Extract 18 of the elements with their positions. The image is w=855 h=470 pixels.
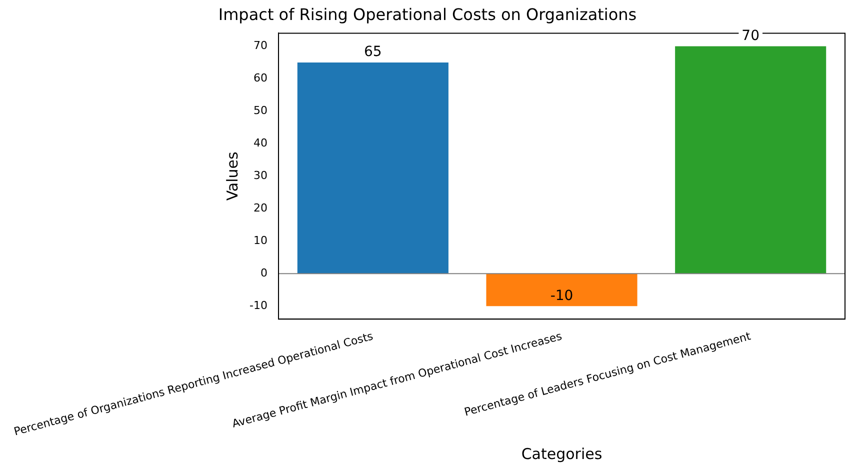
y-tick-label: 60	[254, 72, 268, 85]
y-axis-title: Values	[223, 152, 242, 201]
bar	[297, 62, 448, 274]
x-axis-title: Categories	[521, 444, 602, 463]
data-label: 70	[742, 28, 760, 44]
y-tick-label: 10	[254, 234, 268, 248]
y-tick-label: 40	[254, 136, 268, 150]
bar	[486, 274, 638, 306]
y-tick-label: 30	[254, 169, 268, 182]
y-tick-label: 70	[254, 39, 268, 52]
y-tick-label: 0	[260, 266, 268, 280]
bar	[675, 46, 826, 274]
y-tick-label: 20	[254, 202, 268, 215]
chart-title: Impact of Rising Operational Costs on Organizations	[218, 4, 637, 24]
y-tick-label: -10	[250, 299, 268, 312]
data-label: -10	[550, 288, 574, 304]
y-tick-label: 50	[254, 104, 268, 118]
data-label: 65	[364, 44, 382, 60]
